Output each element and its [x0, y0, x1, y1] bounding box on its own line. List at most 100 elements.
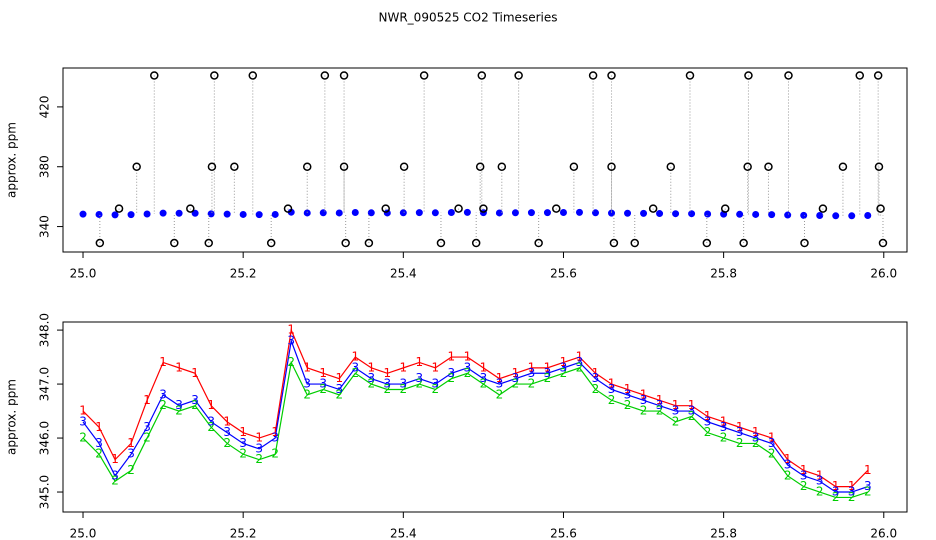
data-point	[818, 204, 828, 213]
point-symbol: 1	[223, 414, 231, 428]
point-symbol: 1	[143, 393, 151, 407]
y-tick-label: 420	[38, 95, 52, 118]
point-symbol: 2	[79, 431, 87, 445]
point-symbol: 2	[624, 398, 632, 412]
point-symbol: 3	[143, 420, 151, 434]
data-point	[768, 211, 776, 219]
point-symbol: 1	[367, 360, 375, 374]
point-symbol: 2	[127, 463, 135, 477]
data-point	[339, 162, 349, 171]
data-point	[575, 208, 583, 216]
point-symbol: 1	[864, 463, 872, 477]
point-symbol: 3	[784, 458, 792, 472]
data-point	[150, 71, 159, 80]
data-point	[648, 204, 658, 213]
data-point	[266, 238, 276, 248]
data-point	[339, 71, 349, 80]
point-symbol: 1	[383, 366, 391, 380]
point-symbol: 3	[768, 436, 776, 450]
point-symbol: 3	[608, 382, 616, 396]
point-symbol: 1	[111, 452, 119, 466]
point-symbol: 1	[127, 436, 135, 450]
data-point	[607, 71, 616, 80]
point-symbol: 1	[191, 366, 199, 380]
data-point	[431, 209, 439, 217]
point-symbol: 2	[672, 414, 680, 428]
data-point	[609, 238, 619, 248]
point-symbol: 1	[175, 360, 183, 374]
point-symbol: 1	[688, 398, 696, 412]
point-symbol: 3	[592, 371, 600, 385]
data-point	[351, 209, 359, 217]
point-symbol: 2	[640, 404, 648, 418]
point-symbol: 3	[207, 414, 215, 428]
point-symbol: 2	[544, 371, 552, 385]
x-tick-label: 25.6	[550, 527, 577, 540]
data-point	[204, 238, 213, 248]
data-point	[873, 71, 883, 80]
point-symbol: 2	[688, 409, 696, 423]
y-axis-label: approx. ppm	[5, 379, 19, 455]
point-symbol: 3	[335, 382, 343, 396]
point-symbol: 2	[784, 468, 792, 482]
point-symbol: 1	[319, 366, 327, 380]
point-symbol: 3	[271, 431, 279, 445]
data-point	[283, 204, 293, 213]
page-title: NWR_090525 CO2 Timeseries	[379, 11, 558, 25]
data-point	[436, 238, 446, 248]
data-point	[743, 162, 752, 171]
point-symbol: 2	[367, 377, 375, 391]
point-symbol: 2	[560, 366, 568, 380]
data-point	[720, 204, 730, 213]
data-point	[341, 238, 350, 248]
data-point	[497, 162, 507, 171]
data-point	[419, 71, 429, 80]
point-symbol: 3	[528, 366, 536, 380]
data-point	[303, 209, 311, 217]
data-point	[784, 71, 793, 80]
data-point	[607, 162, 616, 171]
point-symbol: 2	[752, 436, 760, 450]
point-symbol: 1	[464, 350, 472, 364]
point-symbol: 3	[111, 468, 119, 482]
data-point	[736, 210, 744, 218]
x-tick-label: 25.2	[230, 527, 257, 540]
data-point	[559, 209, 567, 217]
x-tick-label: 25.8	[710, 527, 737, 540]
data-point	[800, 238, 809, 248]
point-symbol: 1	[448, 350, 456, 364]
point-symbol: 3	[640, 393, 648, 407]
x-tick-label: 26.0	[870, 527, 897, 540]
panel: 25.0 25.2 25.4 25.6 25.8 26.0 340 380 420 approx.…	[5, 67, 908, 281]
data-point	[479, 204, 488, 213]
point-symbol: 3	[287, 333, 295, 347]
point-symbol: 2	[400, 382, 408, 396]
point-symbol: 1	[271, 425, 279, 439]
data-point	[271, 210, 279, 218]
data-point	[685, 71, 695, 80]
point-symbol: 2	[848, 490, 856, 504]
point-symbol: 3	[560, 360, 568, 374]
point-symbol: 2	[351, 366, 359, 380]
data-point	[186, 204, 195, 213]
point-symbol: 2	[191, 398, 199, 412]
point-symbol: 2	[528, 377, 536, 391]
point-symbol: 2	[416, 377, 424, 391]
data-point	[552, 204, 561, 213]
data-point	[302, 162, 312, 171]
point-symbol: 3	[736, 425, 744, 439]
point-symbol: 2	[864, 485, 872, 499]
x-tick-label: 25.2	[230, 267, 257, 281]
data-point	[704, 210, 712, 218]
point-symbol: 1	[480, 360, 488, 374]
data-point	[744, 71, 753, 80]
data-point	[855, 71, 865, 80]
point-symbol: 2	[207, 420, 215, 434]
data-point	[514, 71, 523, 80]
y-tick-label: 347.0	[38, 367, 52, 401]
data-point	[248, 71, 258, 80]
point-symbol: 1	[239, 425, 247, 439]
data-point	[175, 209, 183, 217]
data-point	[364, 238, 374, 248]
point-symbol: 2	[143, 431, 151, 445]
